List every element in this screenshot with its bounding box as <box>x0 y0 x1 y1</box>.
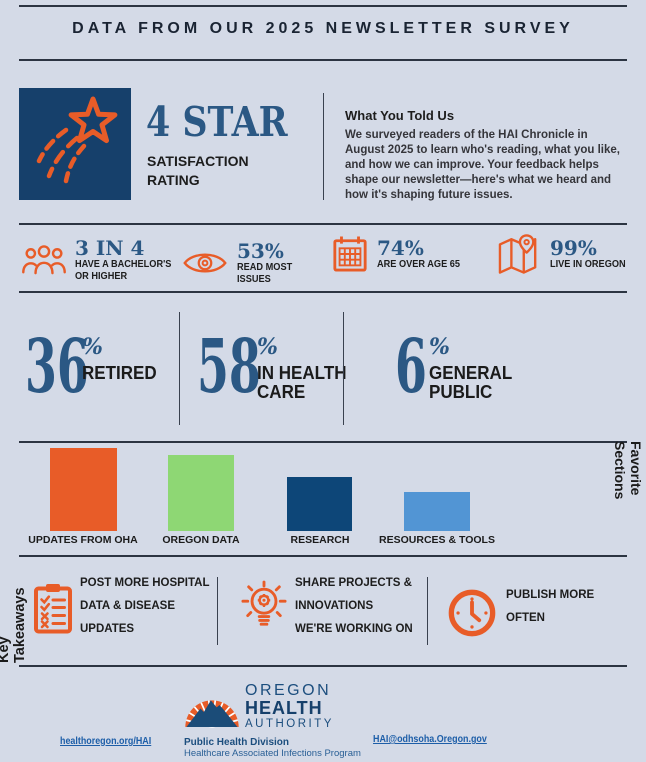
program-name: Healthcare Associated Infections Program <box>184 748 361 759</box>
takeaway-label: PUBLISH MORE OFTEN <box>506 589 595 624</box>
takeaway-label: SHARE PROJECTS & INNOVATIONS WE'RE WORKI… <box>295 577 413 635</box>
divider <box>19 555 627 557</box>
divider <box>19 59 627 61</box>
oha-logo <box>185 700 239 728</box>
demo-label: GENERAL PUBLIC <box>429 362 513 402</box>
website-link[interactable]: healthoregon.org/HAI <box>60 735 152 747</box>
percent-sign: % <box>257 334 278 360</box>
map-pin-icon <box>498 234 537 274</box>
favorite-sections-chart: UPDATES FROM OHA OREGON DATA RESEARCH RE… <box>0 441 646 555</box>
bar-label: UPDATES FROM OHA <box>28 534 138 546</box>
percent-sign: % <box>82 334 103 360</box>
story-title: What You Told Us <box>345 108 455 123</box>
rating-label: SATISFACTION RATING <box>147 153 249 188</box>
people-group-icon <box>22 245 66 275</box>
divider <box>323 93 324 200</box>
story-body: We surveyed readers of the HAI Chronicle… <box>345 129 620 201</box>
stat-read-most: 53% READ MOST ISSUES <box>182 240 297 286</box>
divider <box>19 665 627 667</box>
chart-title: Favorite Sections <box>612 441 644 500</box>
divider <box>19 291 627 293</box>
demo-label: IN HEALTH CARE <box>257 362 347 402</box>
stat-label: ARE OVER AGE 65 <box>377 259 461 270</box>
stat-value: 53% <box>237 239 284 263</box>
demo-value: 58 <box>197 324 261 410</box>
org-name-authority: AUTHORITY <box>245 718 334 730</box>
calendar-icon <box>333 236 367 272</box>
divider <box>343 312 344 425</box>
eye-icon <box>183 253 227 273</box>
bar-oregon-data <box>168 454 234 531</box>
divider <box>19 223 627 225</box>
divider <box>19 441 627 443</box>
shooting-star-icon <box>36 96 118 184</box>
takeaway-label: POST MORE HOSPITAL DATA & DISEASE UPDATE… <box>80 577 210 635</box>
divider <box>179 312 180 425</box>
demo-label: RETIRED <box>82 362 157 383</box>
bar-research <box>287 477 352 531</box>
divider <box>217 577 218 645</box>
page-title: DATA FROM OUR 2025 NEWSLETTER SURVEY <box>72 20 574 37</box>
org-name-health: HEALTH <box>245 698 323 718</box>
percent-sign: % <box>429 334 450 360</box>
stat-oregon: 99% LIVE IN OREGON <box>497 234 632 274</box>
stat-value: 3 IN 4 <box>75 236 145 260</box>
bar-updates-from-oha <box>50 448 117 531</box>
demo-value: 36 <box>25 324 89 410</box>
org-name-oregon: OREGON <box>245 682 332 699</box>
stat-label: HAVE A BACHELOR'S OR HIGHER <box>75 259 172 282</box>
stat-age: 74% ARE OVER AGE 65 <box>332 234 467 274</box>
bar-label: OREGON DATA <box>162 534 240 546</box>
stat-label: READ MOST ISSUES <box>237 262 293 285</box>
clock-icon <box>448 589 496 637</box>
bar-label: RESOURCES & TOOLS <box>379 534 495 546</box>
bar-label: RESEARCH <box>290 534 350 546</box>
email-link[interactable]: HAI@odhsoha.Oregon.gov <box>373 733 487 745</box>
stat-value: 74% <box>377 236 424 260</box>
bar-resources-tools <box>404 492 470 531</box>
demo-value: 6 <box>395 324 427 410</box>
stat-bachelors: 3 IN 4 HAVE A BACHELOR'S OR HIGHER <box>22 237 180 283</box>
divider <box>19 5 627 7</box>
stat-label: LIVE IN OREGON <box>550 259 626 270</box>
star-rating-tile <box>19 88 131 200</box>
divider <box>427 577 428 645</box>
takeaways-title: Key Takeaways <box>0 587 28 663</box>
division-name: Public Health Division <box>184 737 290 748</box>
rating-value: 4 STAR <box>146 98 288 146</box>
lightbulb-gear-icon <box>241 580 287 626</box>
stat-value: 99% <box>550 236 597 260</box>
clipboard-checklist-icon <box>34 584 72 634</box>
